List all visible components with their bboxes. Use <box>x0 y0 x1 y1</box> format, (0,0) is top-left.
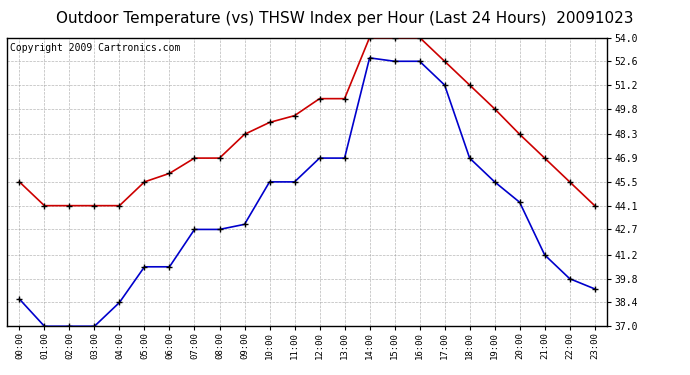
Text: Copyright 2009 Cartronics.com: Copyright 2009 Cartronics.com <box>10 43 180 53</box>
Text: Outdoor Temperature (vs) THSW Index per Hour (Last 24 Hours)  20091023: Outdoor Temperature (vs) THSW Index per … <box>57 11 633 26</box>
